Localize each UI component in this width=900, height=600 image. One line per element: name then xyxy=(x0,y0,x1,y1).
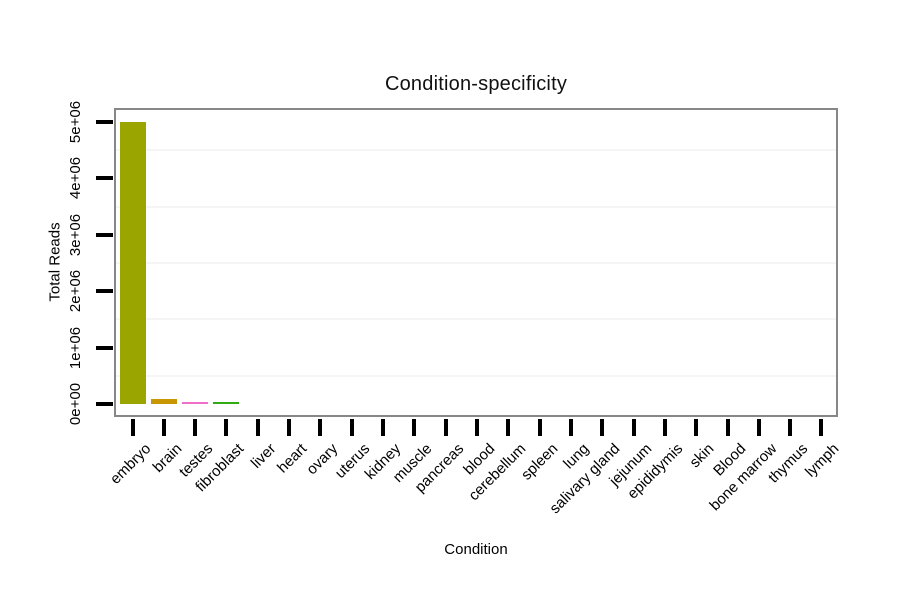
x-tick xyxy=(537,419,542,436)
y-tick xyxy=(96,289,113,294)
y-axis-title: Total Reads xyxy=(46,222,64,302)
x-tick xyxy=(819,419,824,436)
y-tick-label: 4e+06 xyxy=(67,157,84,200)
y-tick-label: 1e+06 xyxy=(67,326,84,369)
y-tick xyxy=(96,176,113,181)
x-tick-label: liver xyxy=(247,440,280,472)
x-tick xyxy=(694,419,699,436)
y-tick-label: 3e+06 xyxy=(67,213,84,256)
chart-title: Condition-specificity xyxy=(384,73,568,95)
y-tick-label: 2e+06 xyxy=(67,270,84,313)
x-tick-label: lymph xyxy=(802,440,843,481)
x-tick-label: heart xyxy=(274,440,311,477)
bar-embryo xyxy=(119,122,146,404)
y-tick xyxy=(96,120,113,124)
x-tick xyxy=(349,419,354,436)
x-tick xyxy=(568,419,573,436)
y-tick xyxy=(96,345,113,350)
x-tick xyxy=(255,419,260,436)
x-tick xyxy=(193,419,198,436)
x-tick xyxy=(443,419,448,436)
bar-testes xyxy=(182,402,209,404)
x-tick xyxy=(161,419,166,436)
y-tick xyxy=(96,232,113,237)
x-tick xyxy=(412,419,417,436)
y-tick-label: 0e+00 xyxy=(67,382,84,426)
minor-gridline xyxy=(116,149,836,152)
bar-brain xyxy=(150,398,177,404)
minor-gridline xyxy=(116,318,836,321)
x-tick xyxy=(506,419,511,436)
y-tick xyxy=(96,402,113,406)
x-tick xyxy=(318,419,323,436)
minor-gridline xyxy=(116,205,836,208)
bar-fibroblast xyxy=(213,402,240,404)
x-tick xyxy=(662,419,667,436)
x-tick xyxy=(756,419,761,436)
y-tick-label: 5e+06 xyxy=(67,100,84,144)
x-axis-title: Condition xyxy=(444,541,508,558)
x-tick xyxy=(631,419,636,436)
x-tick xyxy=(474,419,479,436)
x-tick xyxy=(287,419,292,436)
x-tick xyxy=(381,419,386,436)
x-tick-label: embryo xyxy=(106,440,154,488)
x-tick xyxy=(725,419,730,436)
x-tick xyxy=(600,419,605,436)
x-tick xyxy=(224,419,229,436)
x-tick xyxy=(788,419,793,436)
minor-gridline xyxy=(116,374,836,377)
minor-gridline xyxy=(116,262,836,264)
x-tick xyxy=(130,419,135,436)
